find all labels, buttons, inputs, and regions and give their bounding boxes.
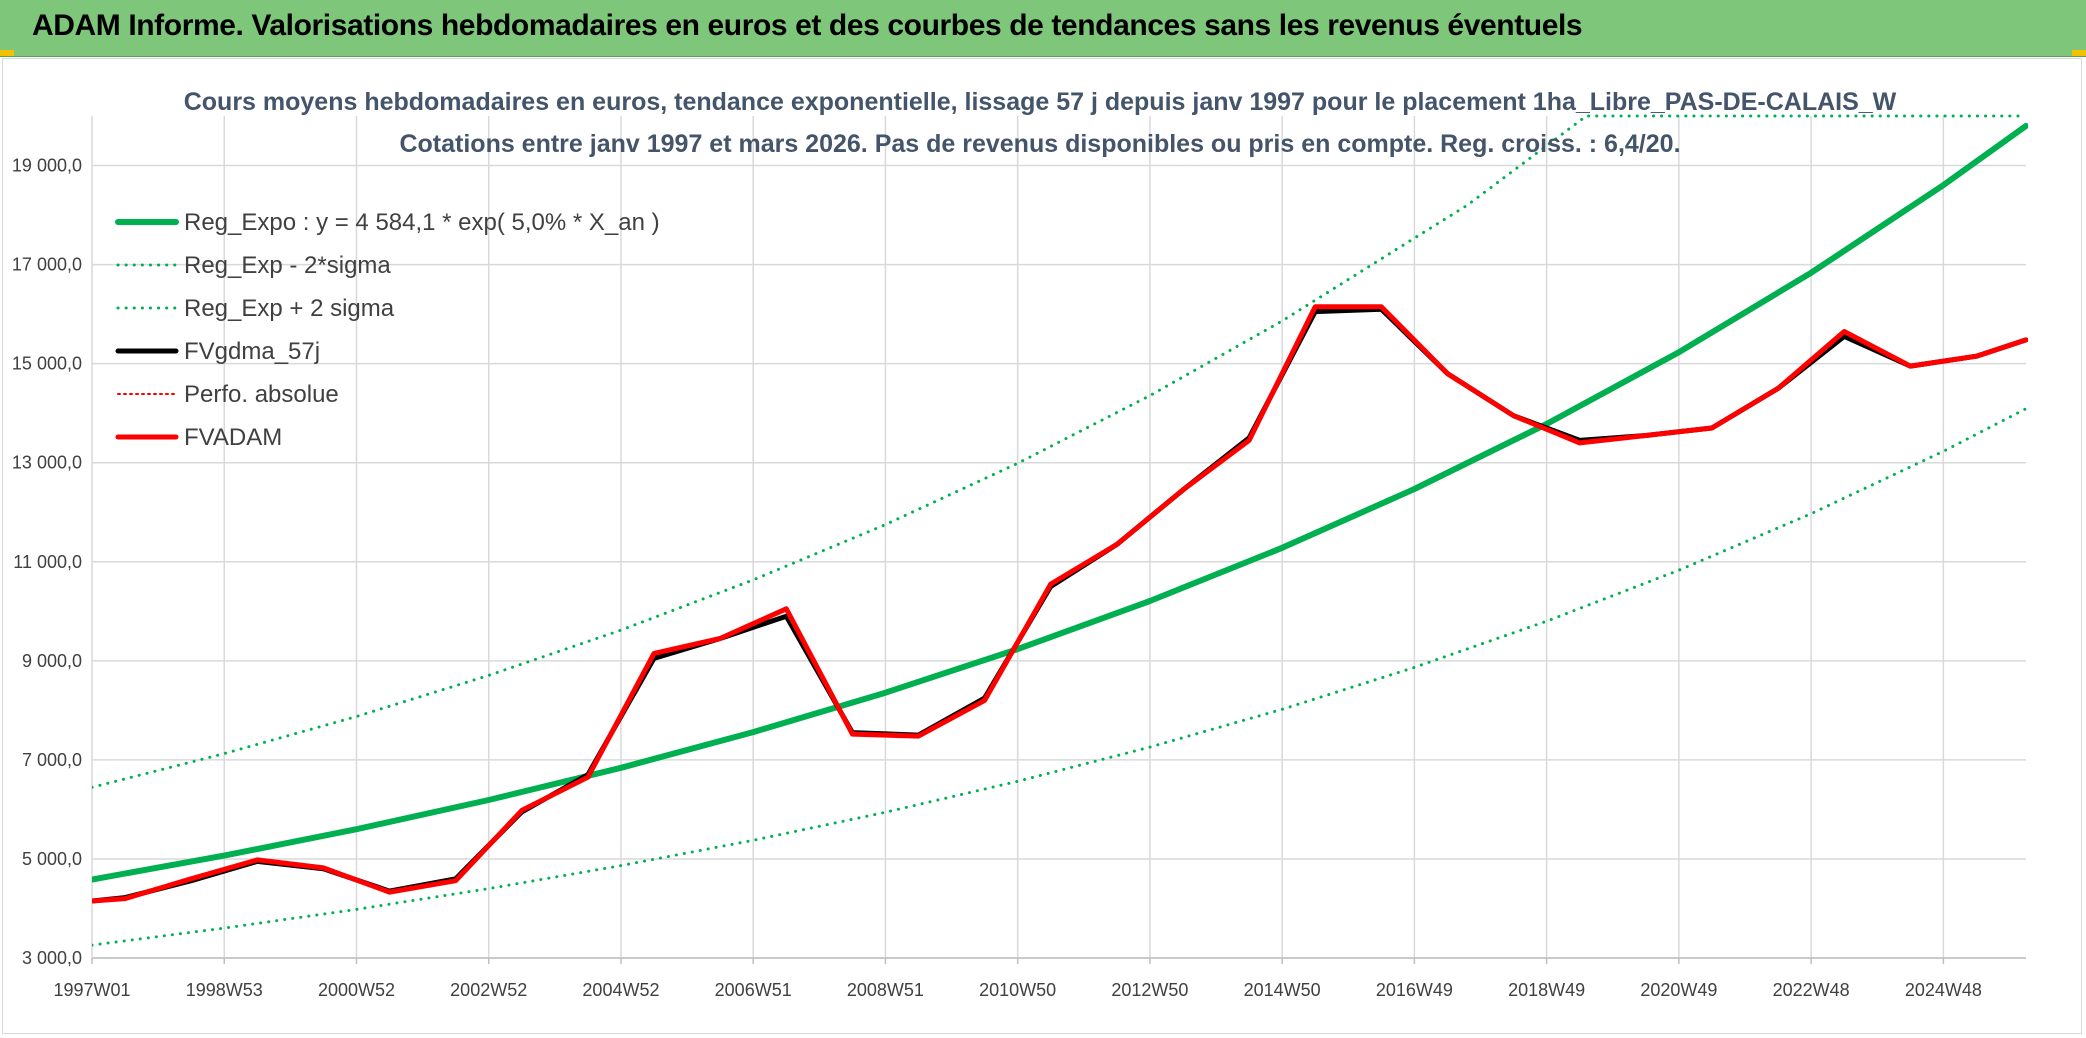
x-tick-label: 2000W52 [318, 980, 395, 1000]
y-tick-label: 13 000,0 [12, 453, 82, 473]
x-tick-label: 2006W51 [715, 980, 792, 1000]
series-reg-exp-2-sigma [92, 114, 2028, 789]
x-tick-label: 2014W50 [1244, 980, 1321, 1000]
x-tick-label: 2004W52 [582, 980, 659, 1000]
x-tick-label: 2022W48 [1773, 980, 1850, 1000]
report-banner: ADAM Informe. Valorisations hebdomadaire… [0, 0, 2086, 57]
chart-title-line2: Cotations entre janv 1997 et mars 2026. … [399, 130, 1680, 158]
corner-mark-left [0, 50, 14, 56]
legend-label-fvadam: FVADAM [184, 424, 282, 451]
y-tick-label: 11 000,0 [13, 552, 82, 572]
y-tick-label: 15 000,0 [12, 354, 82, 374]
series-fvgdma-57j [92, 306, 2028, 904]
x-tick-label: 1997W01 [53, 980, 130, 1000]
legend-label-reg-exp-2-sigma: Reg_Exp + 2 sigma [184, 295, 395, 322]
x-tick-label: 2020W49 [1640, 980, 1717, 1000]
x-tick-label: 2018W49 [1508, 980, 1585, 1000]
gridlines [91, 116, 2026, 959]
report-title: ADAM Informe. Valorisations hebdomadaire… [32, 9, 1583, 42]
chart-title-line1: Cours moyens hebdomadaires en euros, ten… [184, 88, 1897, 116]
x-tick-label: 1998W53 [186, 980, 263, 1000]
y-tick-label: 7 000,0 [22, 750, 82, 770]
axes: 3 000,0 5 000,0 7 000,0 9 000,0 11 000,0 13 0… [12, 156, 2026, 1000]
legend-label-perfo-absolue: Perfo. absolue [184, 381, 339, 408]
x-tick-label: 2002W52 [450, 980, 527, 1000]
series-fvadam [92, 304, 2028, 904]
y-tick-label: 19 000,0 [12, 156, 82, 176]
y-tick-label: 3 000,0 [22, 948, 82, 968]
legend-label-reg-exp-2-sigma: Reg_Exp - 2*sigma [184, 252, 391, 279]
corner-mark-right [2072, 50, 2086, 56]
legend-label-fvgdma-57j: FVgdma_57j [184, 338, 320, 365]
y-tick-label: 17 000,0 [12, 255, 82, 275]
x-tick-label: 2010W50 [979, 980, 1056, 1000]
x-tick-label: 2016W49 [1376, 980, 1453, 1000]
series-reg-expo-y-4-584-1-exp-5-0-x-an [92, 122, 2028, 883]
series-reg-exp-2-sigma [92, 407, 2028, 947]
x-tick-label: 2024W48 [1905, 980, 1982, 1000]
series-perfo-absolue [92, 305, 2027, 902]
chart-frame [2, 58, 2082, 1034]
y-tick-label: 5 000,0 [22, 849, 82, 869]
x-tick-label: 2008W51 [847, 980, 924, 1000]
series-lines [92, 114, 2028, 947]
y-tick-label: 9 000,0 [22, 651, 82, 671]
legend: Reg_Expo : y = 4 584,1 * exp( 5,0% * X_a… [115, 209, 660, 451]
x-tick-label: 2012W50 [1111, 980, 1188, 1000]
legend-label-reg-expo-y-4-584-1-exp-5-0-x-an: Reg_Expo : y = 4 584,1 * exp( 5,0% * X_a… [184, 209, 660, 236]
